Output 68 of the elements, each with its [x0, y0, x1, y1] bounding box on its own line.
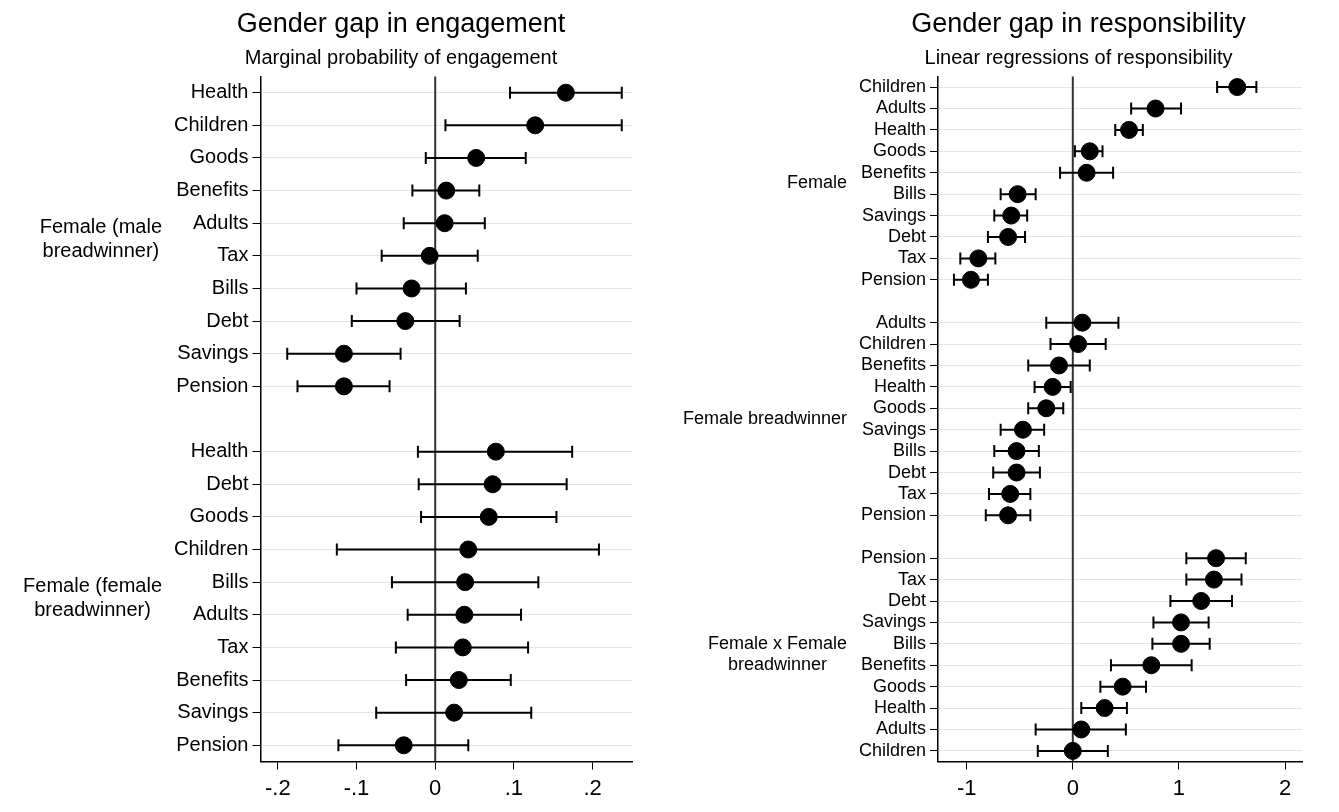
y-tick-label: Goods: [872, 675, 927, 696]
y-tick-label: Children: [858, 739, 927, 760]
y-tick-label: Health: [190, 80, 249, 103]
x-tick-label: 1: [1172, 774, 1186, 800]
y-tick-label: Tax: [898, 568, 927, 589]
text: Female (female breadwinner): [23, 573, 162, 620]
y-tick-label: Goods: [189, 504, 249, 527]
y-tick-label: Debt: [888, 589, 927, 610]
y-tick-label: Adults: [876, 311, 927, 332]
y-tick-label: Debt: [888, 461, 927, 482]
y-tick-label: Debt: [206, 308, 249, 331]
y-tick-label: Debt: [206, 471, 249, 494]
chart-subtitle: Marginal probability of engagement: [244, 45, 558, 68]
y-tick-label: Pension: [176, 373, 249, 396]
x-tick-label: 0: [429, 774, 442, 800]
text: Female: [786, 172, 848, 193]
y-tick-label: Savings: [861, 418, 927, 439]
y-tick-label: Pension: [860, 268, 927, 289]
y-tick-label: Bills: [211, 276, 249, 298]
y-tick-label: Tax: [217, 243, 249, 266]
y-tick-label: Goods: [872, 397, 927, 418]
y-tick-label: Health: [874, 118, 927, 139]
y-tick-label: Pension: [860, 547, 927, 568]
x-tick-label: .2: [583, 774, 602, 800]
y-tick-label: Children: [858, 76, 927, 97]
x-tick-label: -.1: [343, 774, 370, 800]
text: Female (male breadwinner): [39, 215, 162, 262]
y-tick-label: Benefits: [860, 354, 927, 375]
y-tick-label: Adults: [192, 602, 249, 625]
y-tick-label: Bills: [893, 183, 927, 204]
x-tick-label: -1: [956, 774, 977, 800]
y-tick-label: Tax: [217, 634, 249, 657]
y-tick-label: Health: [190, 439, 249, 462]
y-tick-label: Goods: [189, 145, 249, 168]
y-tick-label: Savings: [861, 204, 927, 225]
x-tick-label: 2: [1278, 774, 1292, 800]
y-tick-label: Savings: [861, 611, 927, 632]
y-tick-label: Adults: [876, 97, 927, 118]
text: Female breadwinner: [682, 407, 848, 428]
y-tick-label: Bills: [893, 440, 927, 461]
y-tick-label: Adults: [876, 718, 927, 739]
x-tick-label: 0: [1066, 774, 1079, 800]
y-tick-label: Benefits: [176, 178, 249, 201]
x-tick-label: -.2: [264, 774, 291, 800]
y-tick-label: Bills: [893, 632, 927, 653]
y-tick-label: Health: [874, 697, 927, 718]
chart-subtitle: Linear regressions of responsibility: [924, 45, 1233, 68]
y-tick-label: Children: [174, 112, 249, 135]
y-tick-label: Benefits: [860, 161, 927, 182]
chart-title: Gender gap in engagement: [236, 7, 566, 38]
y-tick-label: Benefits: [176, 667, 249, 690]
y-tick-label: Savings: [177, 341, 249, 364]
y-tick-label: Benefits: [860, 654, 927, 675]
y-tick-label: Pension: [860, 504, 927, 525]
y-tick-label: Goods: [872, 140, 927, 161]
chart-title: Gender gap in responsibility: [911, 7, 1247, 38]
y-tick-label: Tax: [898, 247, 927, 268]
text: Female x Female breadwinner: [707, 632, 847, 675]
y-tick-label: Children: [174, 537, 249, 560]
y-tick-label: Adults: [192, 210, 249, 233]
y-tick-label: Pension: [176, 732, 249, 755]
x-tick-label: .1: [504, 774, 524, 800]
y-tick-label: Children: [858, 333, 927, 354]
y-tick-label: Savings: [177, 700, 249, 723]
y-tick-label: Tax: [898, 482, 927, 503]
y-tick-label: Debt: [888, 225, 927, 246]
y-tick-label: Health: [874, 375, 927, 396]
y-tick-label: Bills: [211, 569, 249, 592]
